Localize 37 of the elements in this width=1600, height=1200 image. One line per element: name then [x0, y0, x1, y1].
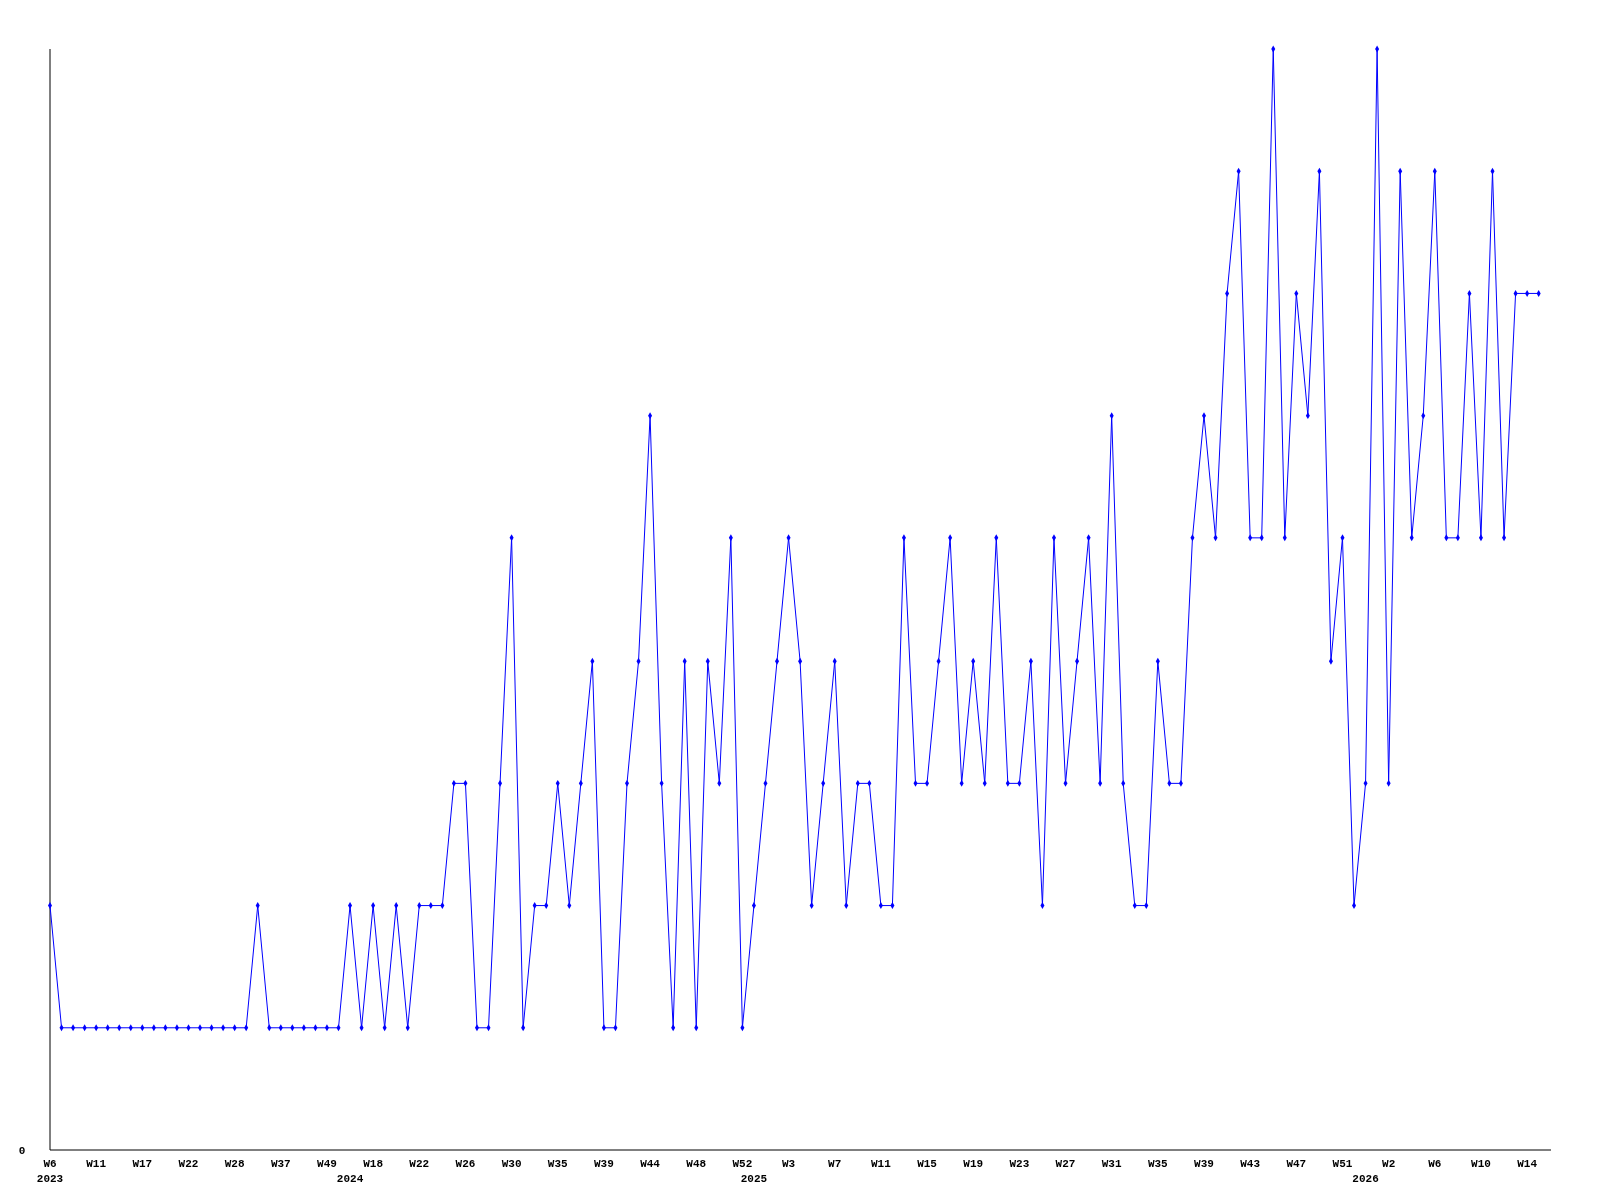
- x-tick-label: W26: [455, 1158, 476, 1170]
- x-tick-label: 2026: [1352, 1173, 1379, 1185]
- x-tick-label: W35: [1147, 1158, 1169, 1170]
- x-tick-label: W35: [547, 1158, 569, 1170]
- x-tick-label: W51: [1332, 1158, 1353, 1170]
- x-tick-label: W14: [1517, 1158, 1538, 1170]
- x-tick-label: W39: [594, 1158, 614, 1170]
- x-tick-label: W22: [409, 1158, 430, 1170]
- x-tick-label: W52: [732, 1158, 753, 1170]
- x-tick-label: W30: [501, 1158, 522, 1170]
- x-tick-label: W39: [1194, 1158, 1214, 1170]
- x-tick-label: W23: [1009, 1158, 1030, 1170]
- x-tick-label: W10: [1471, 1158, 1491, 1170]
- x-tick-label: W44: [640, 1158, 661, 1170]
- x-tick-label: W18: [363, 1158, 384, 1170]
- x-tick-label: W2: [1382, 1158, 1396, 1170]
- x-tick-label: W37: [270, 1158, 291, 1170]
- x-tick-label: W17: [132, 1158, 153, 1170]
- x-tick-label: W31: [1101, 1158, 1122, 1170]
- x-tick-label: W48: [686, 1158, 707, 1170]
- x-tick-label: 2024: [336, 1173, 364, 1185]
- x-tick-label: W19: [963, 1158, 984, 1170]
- x-tick-label: W6 2023: [36, 1158, 64, 1185]
- x-tick-label: W27: [1055, 1158, 1076, 1170]
- x-tick-label: W11: [86, 1158, 107, 1170]
- x-tick-label: W49: [317, 1158, 337, 1170]
- x-tick-label: W15: [917, 1158, 938, 1170]
- x-tick-label: W22: [178, 1158, 199, 1170]
- x-tick-label: W7: [828, 1158, 842, 1170]
- text: 0: [18, 1145, 26, 1157]
- x-tick-label: W47: [1286, 1158, 1307, 1170]
- x-tick-label: W3: [781, 1158, 796, 1170]
- x-tick-label: W6: [1428, 1158, 1442, 1170]
- x-tick-label: W28: [224, 1158, 245, 1170]
- x-tick-label: W11: [870, 1158, 892, 1170]
- x-tick-label: W43: [1240, 1158, 1261, 1170]
- x-tick-label: 2025: [740, 1173, 768, 1185]
